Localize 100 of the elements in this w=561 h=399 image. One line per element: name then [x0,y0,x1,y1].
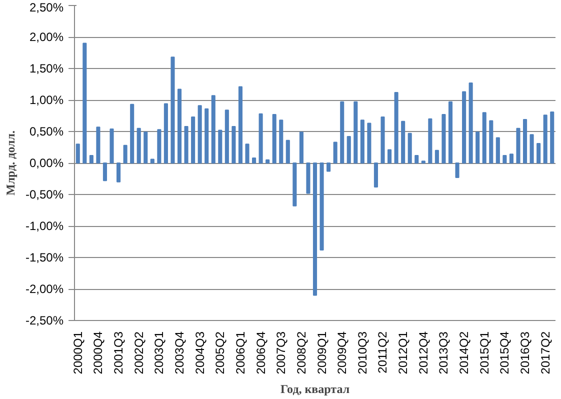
bar [543,114,548,164]
bar [198,105,202,164]
bar [354,101,358,164]
x-tick-label: 2010Q3 [355,331,370,374]
bar [144,132,148,164]
bar [76,144,80,164]
bar [516,128,520,164]
bar [442,114,446,164]
x-tick-label: 2000Q4 [91,331,106,374]
bar [82,42,87,164]
bar [455,162,460,178]
y-tick-label: 2,50% [29,0,64,14]
x-axis-title: Год, квартал [280,382,350,396]
y-tick-label: -2,00% [25,282,64,296]
bar [374,162,378,188]
bar [502,154,507,164]
bar [170,56,175,164]
x-tick-label: 2013Q3 [436,331,451,374]
bar [96,126,100,164]
bar [211,95,216,164]
bar [496,137,500,164]
bar [428,118,432,164]
bar [191,116,196,164]
x-tick-label: 2014Q2 [457,331,472,374]
bar [394,92,398,164]
bar [380,116,385,164]
x-tick-label: 2004Q3 [192,331,207,374]
bar [326,162,331,172]
bar [360,120,364,164]
x-tick-label: 2011Q2 [376,331,390,374]
bar [116,162,121,182]
y-tick-label: 1,00% [29,93,64,107]
bar [489,120,494,164]
bar [102,162,108,182]
bar [286,140,290,164]
x-tick-label: 2015Q1 [477,331,492,374]
x-tick-label: 2017Q2 [538,331,552,374]
bar [320,162,324,250]
y-tick-label: 2,00% [29,30,64,44]
bar [292,162,297,206]
y-tick-label: -0,50% [25,188,64,202]
y-axis-title: Млрд. долл. [3,130,18,196]
bar [448,101,453,164]
bar [130,104,134,164]
bar [157,129,162,164]
bar [279,120,284,164]
x-tick-label: 2016Q3 [518,331,532,374]
y-tick-label: 0,00% [29,156,64,170]
bar [476,132,480,164]
bar [333,142,338,164]
bar [434,150,439,164]
bar [245,144,250,164]
bar [123,144,128,164]
bar [266,159,270,164]
bar [110,128,114,164]
y-tick-label: -2,50% [25,314,64,328]
bar [468,82,473,164]
bar [536,142,541,164]
bar [306,162,310,194]
bar [367,122,372,164]
bar [550,111,554,164]
bar [150,158,154,164]
x-tick-label: 2006Q1 [233,331,248,374]
bar [299,132,304,164]
x-tick-label: 2009Q4 [335,331,350,374]
y-tick-label: -1,00% [25,219,64,233]
x-tick-label: 2000Q1 [70,331,85,374]
x-tick-label: 2003Q4 [172,331,187,374]
bar [414,154,419,164]
bar [232,126,236,164]
bar [184,126,188,164]
x-tick-label: 2006Q4 [254,331,268,374]
x-tick-label: 2015Q4 [498,331,512,374]
y-tick-label: -1,50% [25,250,64,264]
x-tick-label: 2012Q4 [416,331,430,374]
bar [482,112,486,164]
bar [252,157,256,164]
bar [218,130,222,164]
x-tick-label: 2007Q3 [274,331,288,374]
x-tick-label: 2003Q1 [152,331,166,374]
bar [238,86,243,164]
bar [346,136,351,164]
y-tick-label: 1,50% [29,62,64,76]
x-tick-label: 2009Q1 [314,331,329,374]
bar [224,110,229,164]
bar [340,101,344,164]
bar [408,132,412,164]
bar [530,134,534,164]
x-tick-label: 2012Q1 [396,331,410,374]
bar [272,114,276,164]
y-tick-label: 0,50% [29,124,64,138]
bar [164,103,168,164]
bar [312,162,318,296]
bar [258,113,263,164]
bar [204,108,209,164]
bar [136,128,141,164]
bar [522,119,528,164]
x-tick-label: 2002Q2 [132,331,146,374]
x-tick-label: 2005Q2 [213,331,228,374]
bar [89,154,94,164]
